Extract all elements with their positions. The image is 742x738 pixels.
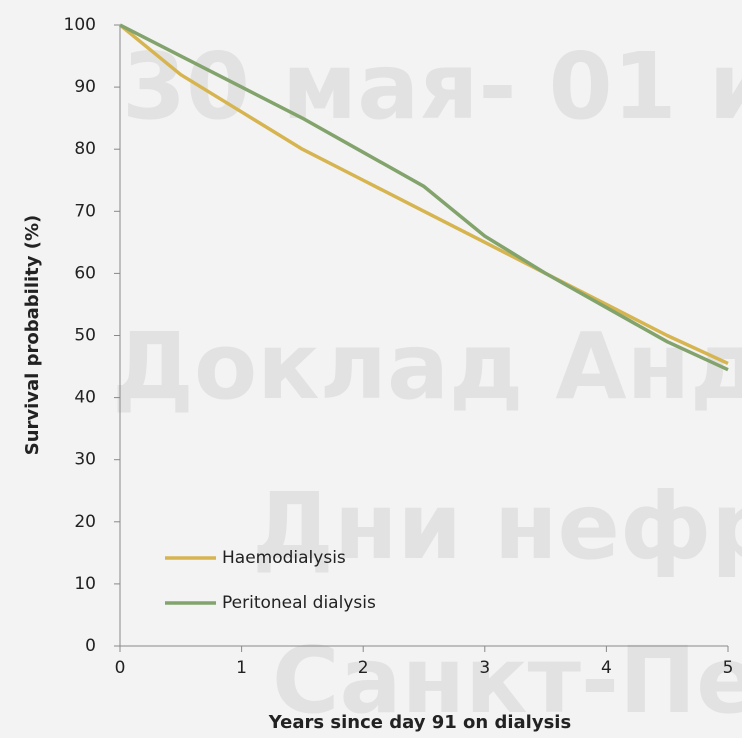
series-line xyxy=(119,23,729,372)
y-tick-label: 100 xyxy=(64,15,96,35)
x-axis-title: Years since day 91 on dialysis xyxy=(268,712,571,733)
watermark: Санкт-Пет xyxy=(272,627,742,734)
watermark: 30 мая- 01 и xyxy=(122,33,742,140)
x-tick-label: 0 xyxy=(115,658,126,678)
y-axis-title: Survival probability (%) xyxy=(22,215,43,456)
x-tick-label: 5 xyxy=(723,658,734,678)
x-tick-label: 4 xyxy=(601,658,612,678)
legend-label: Peritoneal dialysis xyxy=(222,593,376,613)
legend-label: Haemodialysis xyxy=(222,548,346,568)
y-tick-label: 80 xyxy=(74,139,96,159)
y-tick-label: 60 xyxy=(74,263,96,283)
series-line xyxy=(118,23,729,366)
watermark: Доклад Анд xyxy=(112,313,742,420)
y-tick-label: 40 xyxy=(74,388,96,408)
y-tick-label: 70 xyxy=(74,201,96,221)
y-tick-label: 50 xyxy=(74,326,96,346)
y-tick-label: 20 xyxy=(74,512,96,532)
y-tick-label: 0 xyxy=(85,636,96,656)
y-tick-label: 30 xyxy=(74,450,96,470)
y-tick-label: 10 xyxy=(74,574,96,594)
x-tick-label: 1 xyxy=(236,658,247,678)
x-tick-label: 2 xyxy=(358,658,369,678)
x-tick-label: 3 xyxy=(479,658,490,678)
watermark: Дни нефр xyxy=(252,473,742,580)
y-tick-label: 90 xyxy=(74,77,96,97)
